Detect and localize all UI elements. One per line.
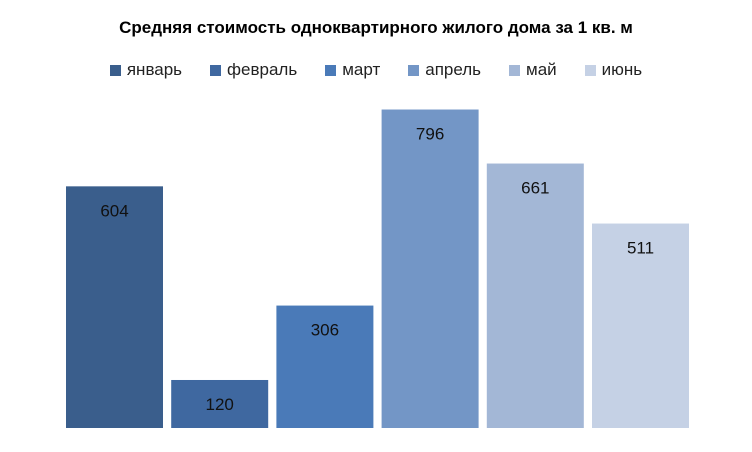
data-label: 796 — [416, 125, 444, 144]
bar-3 — [276, 305, 374, 428]
data-label: 306 — [311, 321, 339, 340]
legend-item: февраль — [210, 60, 297, 80]
legend-item: апрель — [408, 60, 481, 80]
legend-label: март — [342, 60, 381, 79]
legend-swatch — [109, 64, 121, 76]
legend-swatch — [325, 64, 337, 76]
bar-4 — [381, 109, 479, 429]
legend: январь февраль март апрель май июнь — [0, 60, 752, 80]
legend-label: февраль — [227, 60, 298, 79]
data-label: 661 — [521, 179, 549, 198]
legend-swatch — [408, 64, 420, 76]
data-label: 120 — [206, 395, 234, 414]
legend-item: январь — [109, 60, 183, 80]
legend-item: июнь — [584, 60, 643, 80]
bar-1 — [66, 186, 163, 428]
legend-swatch — [509, 64, 521, 76]
data-label: 511 — [627, 239, 654, 258]
legend-label: январь — [126, 60, 183, 79]
legend-item: март — [325, 60, 380, 80]
bar-5 — [486, 163, 584, 428]
bar-6 — [592, 223, 689, 428]
legend-swatch — [210, 64, 222, 76]
legend-item: май — [509, 60, 557, 80]
legend-label: апрель — [425, 60, 482, 79]
legend-label: июнь — [601, 60, 643, 79]
chart-title: Средняя стоимость одноквартирного жилого… — [119, 18, 633, 37]
legend-swatch — [584, 64, 596, 76]
legend-label: май — [526, 60, 557, 79]
data-label: 604 — [100, 201, 128, 220]
bar-2 — [171, 379, 269, 428]
